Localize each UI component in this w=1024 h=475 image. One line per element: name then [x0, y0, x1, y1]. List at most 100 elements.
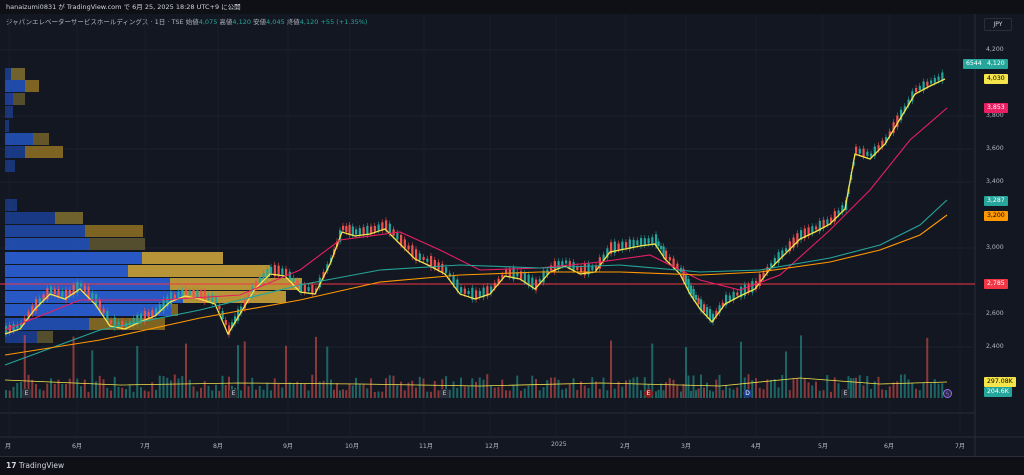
- time-axis-label: 3月: [681, 443, 692, 450]
- candle-body: [858, 148, 861, 154]
- dividend-marker[interactable]: D: [743, 389, 752, 398]
- earnings-marker[interactable]: E: [644, 389, 653, 398]
- candle-body: [173, 294, 176, 299]
- candle-body: [35, 299, 38, 311]
- volume-bar: [736, 387, 739, 398]
- lightning-icon[interactable]: ϟ: [943, 389, 952, 398]
- volume-bar: [463, 386, 466, 398]
- candle-body: [896, 115, 899, 127]
- candle-body: [712, 313, 715, 323]
- volume-bar: [762, 389, 765, 398]
- tradingview-logo[interactable]: 17 TradingView: [6, 461, 65, 470]
- time-axis-label: 8月: [213, 443, 224, 450]
- candle-body: [497, 278, 500, 284]
- candle-body: [930, 80, 933, 84]
- candle-body: [158, 304, 161, 313]
- volume-bar: [396, 385, 399, 398]
- currency-button[interactable]: JPY: [984, 18, 1012, 31]
- candle-body: [721, 302, 724, 307]
- volume-profile-bar: [142, 252, 223, 264]
- volume-bar: [941, 383, 944, 398]
- candle-body: [211, 294, 214, 303]
- ma-fast-tag: 4,030: [984, 74, 1008, 84]
- candle-body: [140, 313, 143, 323]
- candle-body: [647, 238, 650, 244]
- volume-bar: [200, 387, 202, 398]
- volume-bar: [687, 375, 690, 398]
- volume-bar: [818, 390, 821, 398]
- candle-body: [870, 153, 873, 157]
- volume-bar: [877, 376, 880, 398]
- earnings-marker[interactable]: E: [841, 389, 850, 398]
- candle-body: [106, 311, 109, 322]
- candle-body: [755, 280, 758, 290]
- volume-bar: [903, 374, 906, 398]
- candle-body: [318, 277, 321, 288]
- volume-bar: [240, 390, 242, 398]
- volume-bar: [643, 377, 646, 398]
- candle-body: [155, 308, 158, 316]
- candle-body: [377, 224, 380, 231]
- candle-body: [348, 224, 351, 236]
- candle-body: [136, 314, 139, 325]
- earnings-marker[interactable]: E: [440, 389, 449, 398]
- volume-bar: [715, 379, 718, 398]
- volume-bar: [362, 384, 365, 398]
- candle-body: [426, 258, 429, 262]
- candle-body: [303, 284, 306, 293]
- candle-body: [762, 272, 765, 278]
- candle-body: [478, 290, 481, 297]
- candle-body: [418, 253, 421, 261]
- candle-body: [933, 77, 936, 83]
- volume-bar: [339, 390, 341, 398]
- volume-bar: [591, 377, 594, 398]
- volume-bar: [31, 379, 34, 398]
- volume-bar: [273, 378, 276, 398]
- volume-bar: [520, 390, 522, 398]
- high-value: 4,120: [232, 18, 252, 26]
- earnings-marker[interactable]: E: [22, 389, 31, 398]
- volume-bar: [50, 378, 52, 398]
- volume-bar: [162, 376, 165, 398]
- volume-bar: [155, 389, 157, 398]
- volume-bar: [445, 376, 447, 398]
- volume-bar: [296, 381, 299, 398]
- volume-bar: [743, 377, 746, 398]
- candle-body: [583, 263, 586, 276]
- symbol-title[interactable]: ジャパンエレベーターサービスホールディングス · 1日 · TSE: [6, 18, 184, 26]
- candle-body: [535, 279, 538, 291]
- candle-body: [777, 252, 780, 263]
- candle-body: [855, 146, 858, 154]
- volume-profile-bar: [171, 304, 178, 316]
- candle-body: [576, 265, 579, 271]
- candle-body: [561, 261, 564, 266]
- candle-body: [781, 250, 784, 258]
- time-axis-label: 4月: [751, 443, 762, 450]
- volume-bar: [900, 374, 902, 398]
- volume-bar: [251, 377, 254, 398]
- volume-profile-bar: [5, 331, 37, 343]
- volume-bar: [170, 380, 172, 398]
- volume-bar: [640, 390, 642, 398]
- volume-bar: [336, 383, 338, 398]
- volume-bar: [467, 386, 470, 398]
- candle-body: [273, 264, 276, 277]
- volume-bar: [800, 335, 802, 398]
- volume-profile-bar: [5, 304, 171, 316]
- candle-body: [448, 273, 451, 277]
- close-label: 終値: [286, 18, 300, 26]
- low-value: 4,045: [266, 18, 285, 26]
- candle-body: [636, 240, 639, 246]
- candle-body: [655, 234, 658, 246]
- candle-body: [23, 318, 26, 322]
- volume-bar: [381, 391, 384, 398]
- volume-bar: [456, 387, 459, 398]
- volume-profile-bar: [5, 291, 183, 303]
- volume-bar: [433, 381, 436, 398]
- volume-bar: [866, 375, 869, 398]
- candle-body: [467, 290, 470, 295]
- volume-bar: [803, 378, 806, 398]
- earnings-marker[interactable]: E: [229, 389, 238, 398]
- volume-bar: [98, 375, 101, 398]
